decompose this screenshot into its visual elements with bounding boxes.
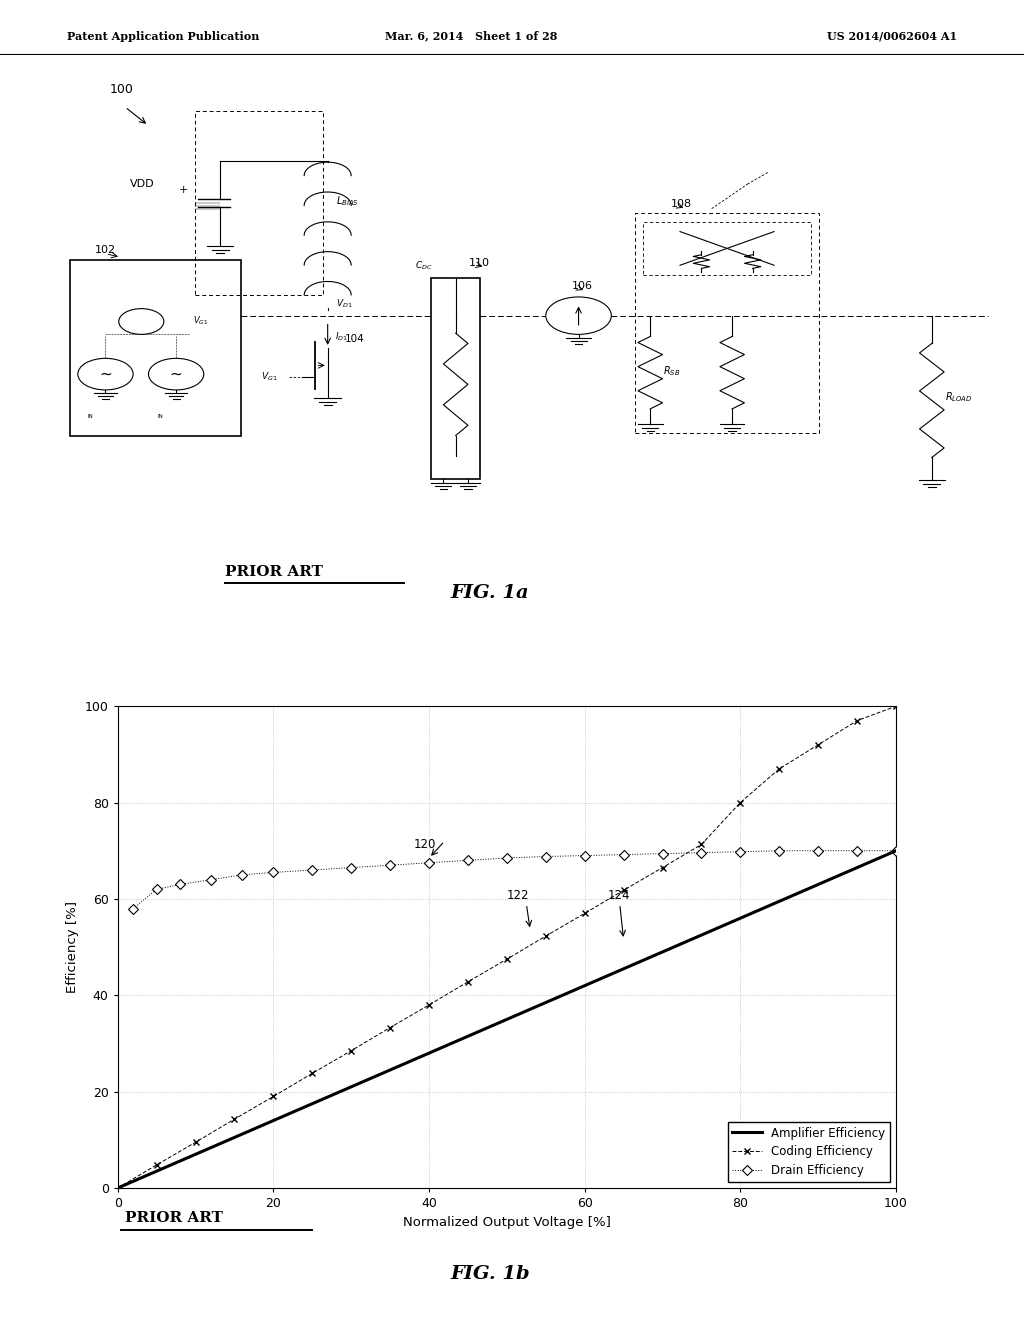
Drain Efficiency	[890, 843, 902, 859]
Coding Efficiency	[695, 837, 708, 853]
Coding Efficiency	[540, 928, 552, 944]
Drain Efficiency	[345, 859, 357, 875]
Coding Efficiency	[423, 997, 435, 1012]
Text: PRIOR ART: PRIOR ART	[225, 565, 324, 578]
Drain Efficiency	[734, 843, 746, 859]
Bar	[195, 111, 323, 296]
Coding Efficiency	[384, 1019, 396, 1035]
Bar	[431, 277, 480, 479]
Coding Efficiency	[267, 1089, 280, 1105]
Drain Efficiency	[384, 857, 396, 873]
Text: 108: 108	[671, 199, 692, 210]
Line: Drain Efficiency: Drain Efficiency	[130, 847, 899, 912]
Text: FIG. 1b: FIG. 1b	[451, 1265, 530, 1283]
Drain Efficiency	[812, 843, 824, 859]
Coding Efficiency	[579, 906, 591, 921]
Coding Efficiency	[501, 952, 513, 968]
Text: ~: ~	[99, 367, 112, 381]
Coding Efficiency	[228, 1111, 241, 1127]
Coding Efficiency	[151, 1156, 163, 1172]
Coding Efficiency	[189, 1134, 202, 1150]
Coding Efficiency	[812, 737, 824, 752]
Text: Patent Application Publication: Patent Application Publication	[67, 30, 259, 41]
Drain Efficiency	[540, 849, 552, 865]
Legend: Amplifier Efficiency, Coding Efficiency, Drain Efficiency: Amplifier Efficiency, Coding Efficiency,…	[728, 1122, 890, 1183]
Drain Efficiency	[127, 900, 139, 916]
Drain Efficiency	[267, 865, 280, 880]
Text: +: +	[179, 185, 188, 195]
Drain Efficiency	[617, 846, 630, 862]
Drain Efficiency	[656, 846, 669, 862]
Drain Efficiency	[151, 882, 163, 898]
Coding Efficiency	[462, 974, 474, 990]
Text: $V_{G1}$: $V_{G1}$	[261, 371, 278, 384]
Coding Efficiency	[617, 882, 630, 898]
Drain Efficiency	[205, 871, 217, 887]
Drain Efficiency	[695, 845, 708, 861]
Drain Efficiency	[423, 855, 435, 871]
Text: 110: 110	[469, 257, 490, 268]
Text: IN: IN	[158, 414, 164, 418]
Drain Efficiency	[773, 843, 785, 859]
Circle shape	[78, 358, 133, 389]
Text: PRIOR ART: PRIOR ART	[125, 1210, 223, 1225]
Text: $R_{SB}$: $R_{SB}$	[663, 364, 680, 378]
Text: VDD: VDD	[130, 180, 155, 189]
X-axis label: Normalized Output Voltage [%]: Normalized Output Voltage [%]	[402, 1216, 611, 1229]
Circle shape	[148, 358, 204, 389]
Drain Efficiency	[501, 850, 513, 866]
Coding Efficiency	[734, 795, 746, 810]
Text: 124: 124	[608, 888, 631, 902]
Drain Efficiency	[174, 876, 186, 892]
Text: $I_{D1}$: $I_{D1}$	[335, 330, 348, 343]
Drain Efficiency	[579, 847, 591, 863]
Circle shape	[546, 297, 611, 334]
Bar	[643, 222, 811, 275]
Coding Efficiency	[306, 1065, 318, 1081]
Text: ~: ~	[170, 367, 182, 381]
Text: 100: 100	[110, 83, 133, 96]
Text: 120: 120	[414, 838, 436, 851]
Text: IN: IN	[87, 414, 93, 418]
Bar	[635, 214, 819, 433]
Coding Efficiency	[112, 1180, 124, 1196]
Text: $V_{G1}$: $V_{G1}$	[193, 314, 208, 327]
Text: 122: 122	[507, 888, 529, 902]
Text: $C_{DC}$: $C_{DC}$	[415, 260, 432, 272]
Coding Efficiency	[851, 713, 863, 729]
Y-axis label: Efficiency [%]: Efficiency [%]	[67, 902, 79, 993]
Drain Efficiency	[306, 862, 318, 878]
Text: 102: 102	[95, 244, 117, 255]
Text: FIG. 1a: FIG. 1a	[451, 585, 529, 602]
Line: Coding Efficiency: Coding Efficiency	[115, 704, 899, 1191]
Drain Efficiency	[237, 867, 249, 883]
Coding Efficiency	[890, 698, 902, 714]
Text: Mar. 6, 2014   Sheet 1 of 28: Mar. 6, 2014 Sheet 1 of 28	[385, 30, 557, 41]
Drain Efficiency	[851, 843, 863, 859]
Text: $R_{LOAD}$: $R_{LOAD}$	[945, 391, 973, 404]
Coding Efficiency	[345, 1043, 357, 1059]
Text: 104: 104	[345, 334, 365, 345]
Text: $V_{D1}$: $V_{D1}$	[336, 298, 352, 310]
Coding Efficiency	[773, 760, 785, 776]
Text: US 2014/0062604 A1: US 2014/0062604 A1	[827, 30, 957, 41]
Circle shape	[119, 309, 164, 334]
Text: 106: 106	[571, 281, 593, 292]
Coding Efficiency	[656, 859, 669, 875]
Text: $L_{BIAS}$: $L_{BIAS}$	[336, 194, 358, 209]
Bar	[70, 260, 241, 436]
Drain Efficiency	[462, 853, 474, 869]
